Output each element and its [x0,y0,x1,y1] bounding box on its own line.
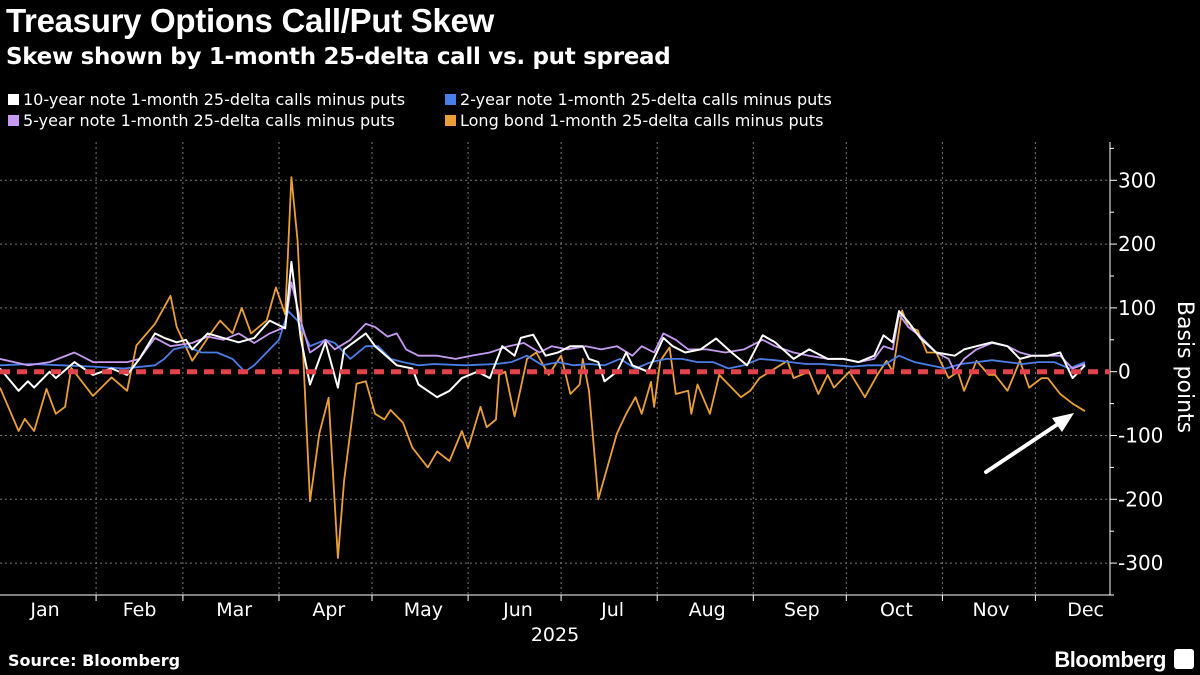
x-tick-label: May [404,599,443,621]
legend-item-long-bond: Long bond 1-month 25-delta calls minus p… [445,111,823,130]
y-axis-title: Basis points [1172,301,1197,433]
x-tick-label: Jan [29,599,59,621]
x-tick-label: Nov [972,599,1009,621]
y-tick-label: -100 [1118,423,1163,447]
x-tick-label: Jul [600,599,624,621]
x-tick-label: Feb [123,599,157,621]
x-tick-label: Aug [689,599,726,621]
legend-swatch [445,94,456,105]
x-tick-label: Oct [880,599,913,621]
y-tick-label: 300 [1118,168,1156,192]
bloomberg-logo: Bloomberg [1054,647,1166,672]
x-tick-label: Dec [1067,599,1104,621]
bloomberg-icon [1174,649,1194,669]
source-note: Source: Bloomberg [8,651,181,670]
annotation-arrow-shaft [984,418,1066,474]
legend-item-10yr: 10-year note 1-month 25-delta calls minu… [8,90,405,109]
legend-label: Long bond 1-month 25-delta calls minus p… [460,111,824,130]
x-tick-label: Sep [784,599,820,621]
legend-label: 5-year note 1-month 25-delta calls minus… [23,111,395,130]
series-line-5yr [0,281,1086,373]
x-tick-label: Jun [502,599,533,621]
y-tick-label: 200 [1118,232,1156,256]
x-axis-year-label: 2025 [531,624,579,646]
x-tick-label: Mar [216,599,252,621]
series-line-long-bond [0,176,1086,559]
annotation-arrow-icon [1052,413,1074,432]
chart-subtitle: Skew shown by 1-month 25-delta call vs. … [6,44,671,70]
legend-label: 10-year note 1-month 25-delta calls minu… [23,90,406,109]
legend-swatch [8,94,19,105]
legend-label: 2-year note 1-month 25-delta calls minus… [460,90,832,109]
x-tick-label: Apr [312,599,345,621]
y-tick-label: 0 [1118,360,1131,384]
legend-swatch [445,115,456,126]
y-tick-label: 100 [1118,296,1156,320]
legend-item-5yr: 5-year note 1-month 25-delta calls minus… [8,111,395,130]
series-line-2yr [0,310,1086,373]
y-tick-label: -200 [1118,487,1163,511]
y-tick-label: -300 [1118,551,1163,575]
legend-swatch [8,115,19,126]
series-line-10yr [0,260,1086,399]
chart-title: Treasury Options Call/Put Skew [6,2,494,39]
legend-item-2yr: 2-year note 1-month 25-delta calls minus… [445,90,832,109]
